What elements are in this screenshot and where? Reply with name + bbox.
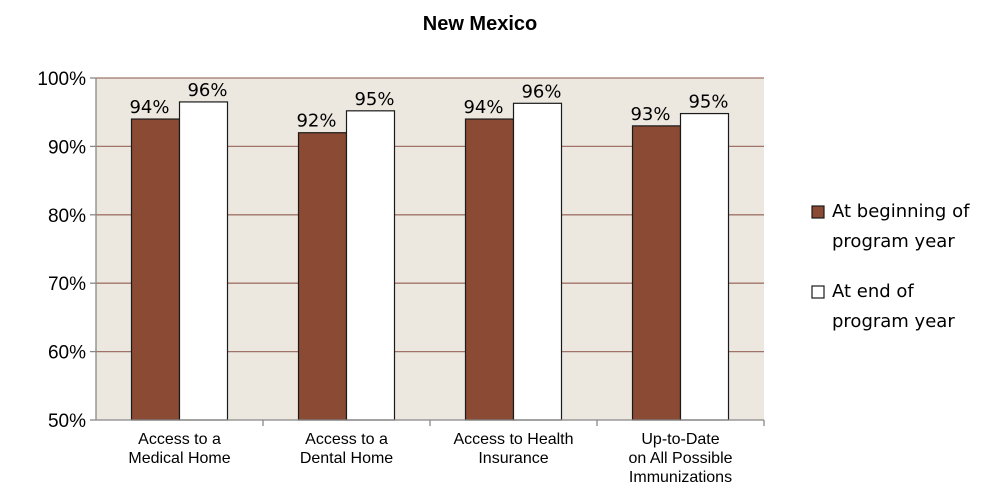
legend-label: program year <box>832 311 955 332</box>
x-tick-label: on All Possible <box>628 450 732 467</box>
x-axis-ticks: Access to a Medical Home Access to a Dental… <box>128 431 732 486</box>
data-label: 95% <box>688 92 728 113</box>
bar <box>297 132 348 421</box>
legend-swatch <box>811 205 825 219</box>
axes <box>90 77 765 426</box>
bar <box>464 118 515 421</box>
data-label: 95% <box>354 89 394 110</box>
bars <box>130 101 730 421</box>
bar <box>345 110 396 421</box>
bar <box>178 101 229 421</box>
x-tick-label: Up-to-Date <box>641 431 719 448</box>
y-tick-label: 80% <box>48 206 86 227</box>
x-tick-label: Immunizations <box>629 469 732 486</box>
bar <box>512 102 563 421</box>
legend-label: At end of <box>832 281 914 302</box>
y-axis-ticks: 50% 60% 70% 80% 90% 100% <box>37 69 86 432</box>
data-label: 94% <box>129 97 169 118</box>
x-tick-label: Access to Health <box>453 431 573 448</box>
chart-title: New Mexico <box>423 13 537 35</box>
legend-label: At beginning of <box>832 201 970 222</box>
y-tick-label: 100% <box>37 69 86 90</box>
legend: At beginning of program year At end of prog… <box>811 201 970 332</box>
y-tick-label: 90% <box>48 137 86 158</box>
legend-label: program year <box>832 231 955 252</box>
x-tick-label: Insurance <box>478 450 548 467</box>
data-label: 96% <box>521 81 561 102</box>
bar <box>679 112 730 421</box>
data-label: 94% <box>463 97 503 118</box>
x-tick-label: Dental Home <box>300 450 393 467</box>
y-tick-label: 60% <box>48 343 86 364</box>
x-tick-label: Medical Home <box>128 450 230 467</box>
y-tick-label: 70% <box>48 274 86 295</box>
x-tick-label: Access to a <box>305 431 388 448</box>
y-tick-label: 50% <box>48 411 86 432</box>
data-label: 93% <box>630 104 670 125</box>
data-label: 92% <box>296 111 336 132</box>
bar <box>130 118 181 421</box>
x-tick-label: Access to a <box>138 431 221 448</box>
bar <box>631 125 682 421</box>
data-labels: 94% 96% 92% 95% 94% 96% 93% 95% <box>129 80 728 132</box>
legend-swatch <box>811 285 825 299</box>
data-label: 96% <box>187 80 227 101</box>
